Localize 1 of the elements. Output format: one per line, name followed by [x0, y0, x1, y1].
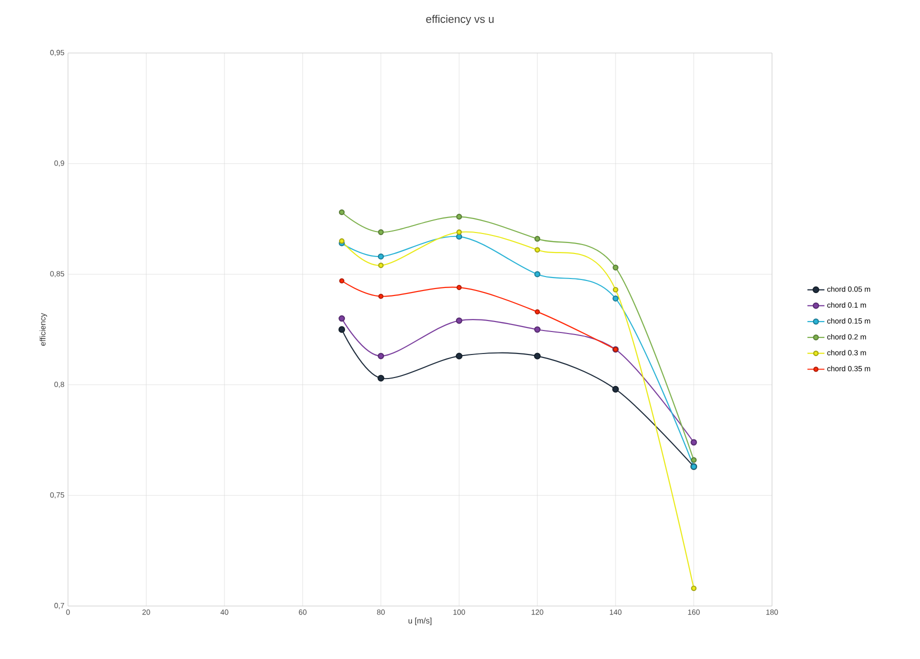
chart-title: efficiency vs u: [426, 14, 494, 26]
